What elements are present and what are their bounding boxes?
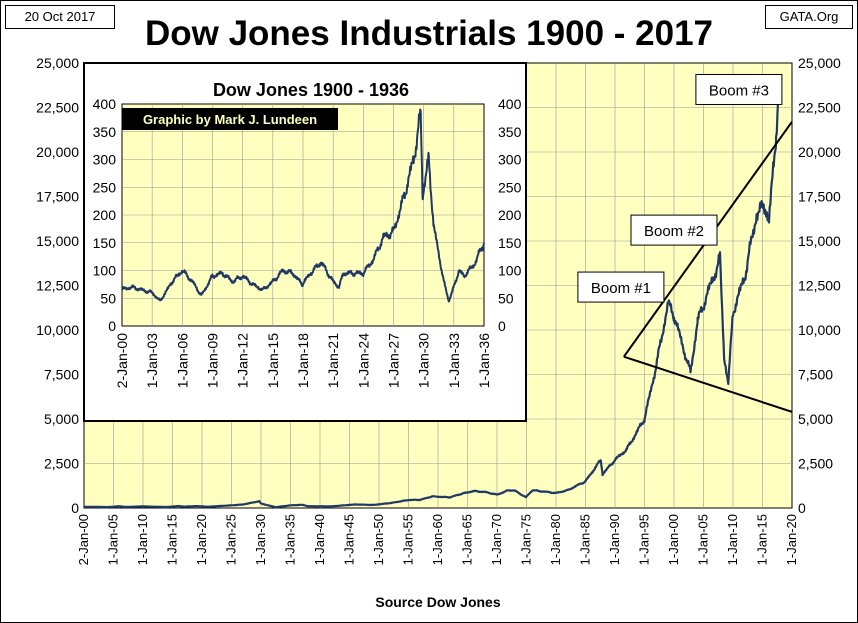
main-x-tick: 1-Jan-55	[401, 514, 416, 565]
inset-credit-text: Graphic by Mark J. Lundeen	[143, 112, 317, 127]
main-x-tick: 1-Jan-95	[637, 514, 652, 565]
main-x-tick: 1-Jan-75	[519, 514, 534, 565]
date-label: 20 Oct 2017	[5, 5, 115, 29]
main-x-tick: 2-Jan-00	[76, 514, 91, 565]
main-y-tick-left: 22,500	[36, 100, 79, 116]
inset-y-tick-right: 400	[498, 96, 522, 112]
main-y-tick-right: 2,500	[798, 456, 833, 472]
chart-title: Dow Jones Industrials 1900 - 2017	[144, 14, 713, 53]
main-x-tick: 1-Jan-15	[165, 514, 180, 565]
main-x-tick: 1-Jan-10	[135, 514, 150, 565]
inset-y-tick-left: 50	[100, 290, 116, 306]
inset-y-tick-left: 200	[93, 207, 117, 223]
main-x-tick: 1-Jan-20	[784, 514, 799, 565]
main-y-tick-left: 20,000	[36, 144, 79, 160]
inset-y-tick-right: 250	[498, 179, 522, 195]
main-x-tick: 1-Jan-00	[666, 514, 681, 565]
annotation-label: Boom #2	[644, 223, 704, 240]
inset-x-tick: 1-Jan-33	[446, 333, 462, 388]
main-x-tick: 1-Jan-20	[194, 514, 209, 565]
main-y-tick-left: 0	[71, 500, 79, 516]
main-x-tick: 1-Jan-05	[696, 514, 711, 565]
inset-x-tick: 1-Jan-21	[325, 333, 341, 388]
inset-y-tick-right: 200	[498, 207, 522, 223]
main-y-tick-left: 5,000	[44, 411, 79, 427]
inset-x-tick: 1-Jan-12	[235, 333, 251, 388]
inset-x-tick: 1-Jan-06	[174, 333, 190, 388]
inset-title: Dow Jones 1900 - 1936	[213, 80, 409, 100]
inset-x-tick: 1-Jan-36	[476, 333, 492, 388]
annotation-label: Boom #3	[709, 82, 769, 99]
main-y-tick-left: 12,500	[36, 278, 79, 294]
inset-y-tick-right: 300	[498, 152, 522, 168]
main-x-tick: 1-Jan-85	[578, 514, 593, 565]
main-x-tick: 1-Jan-15	[755, 514, 770, 565]
main-y-tick-right: 12,500	[798, 278, 841, 294]
main-y-tick-right: 10,000	[798, 322, 841, 338]
main-x-tick: 1-Jan-10	[725, 514, 740, 565]
inset-y-tick-right: 50	[498, 290, 514, 306]
main-x-tick: 1-Jan-80	[548, 514, 563, 565]
source-label: GATA.Org	[765, 5, 853, 29]
main-x-tick: 1-Jan-35	[283, 514, 298, 565]
main-y-tick-left: 2,500	[44, 456, 79, 472]
main-x-tick: 1-Jan-65	[460, 514, 475, 565]
main-x-tick: 1-Jan-05	[106, 514, 121, 565]
main-y-tick-right: 25,000	[798, 55, 841, 71]
annotation-box	[577, 271, 665, 303]
main-y-tick-left: 25,000	[36, 55, 79, 71]
inset-x-tick: 1-Jan-27	[386, 333, 402, 388]
main-x-tick: 1-Jan-90	[607, 514, 622, 565]
annotation-box	[695, 73, 783, 105]
inset-y-tick-right: 350	[498, 124, 522, 140]
inset-x-tick: 1-Jan-24	[355, 333, 371, 388]
inset-series-line	[121, 108, 485, 303]
main-x-axis-label: Source Dow Jones	[375, 594, 500, 610]
main-y-tick-right: 7,500	[798, 367, 833, 383]
main-x-tick: 1-Jan-40	[312, 514, 327, 565]
inset-y-tick-right: 150	[498, 235, 522, 251]
main-x-tick: 1-Jan-60	[430, 514, 445, 565]
inset-x-tick: 2-Jan-00	[114, 333, 130, 388]
inset-y-tick-left: 150	[93, 235, 117, 251]
inset-y-tick-left: 250	[93, 179, 117, 195]
inset-credit-banner	[122, 108, 338, 130]
inset-y-tick-left: 300	[93, 152, 117, 168]
main-series-line	[83, 89, 781, 509]
inset-x-tick: 1-Jan-18	[295, 333, 311, 388]
main-y-tick-right: 20,000	[798, 144, 841, 160]
main-y-tick-right: 15,000	[798, 233, 841, 249]
inset-x-tick: 1-Jan-03	[144, 333, 160, 388]
inset-y-tick-left: 350	[93, 124, 117, 140]
inset-y-tick-left: 400	[93, 96, 117, 112]
main-y-tick-left: 15,000	[36, 233, 79, 249]
main-y-tick-right: 22,500	[798, 100, 841, 116]
main-y-tick-left: 7,500	[44, 367, 79, 383]
main-x-tick: 1-Jan-50	[371, 514, 386, 565]
inset-y-tick-left: 0	[108, 318, 116, 334]
annotation-box	[630, 214, 718, 246]
main-x-tick: 1-Jan-30	[253, 514, 268, 565]
main-x-tick: 1-Jan-25	[224, 514, 239, 565]
main-y-tick-right: 17,500	[798, 189, 841, 205]
inset-y-tick-left: 100	[93, 263, 117, 279]
main-y-tick-right: 0	[798, 500, 806, 516]
main-x-tick: 1-Jan-70	[489, 514, 504, 565]
inset-x-tick: 1-Jan-15	[265, 333, 281, 388]
main-y-tick-left: 10,000	[36, 322, 79, 338]
inset-y-tick-right: 0	[498, 318, 506, 334]
main-y-tick-left: 17,500	[36, 189, 79, 205]
annotation-label: Boom #1	[591, 280, 651, 297]
main-y-tick-right: 5,000	[798, 411, 833, 427]
inset-x-tick: 1-Jan-30	[416, 333, 432, 388]
trend-line	[623, 355, 793, 413]
main-x-tick: 1-Jan-45	[342, 514, 357, 565]
inset-y-tick-right: 100	[498, 263, 522, 279]
inset-x-tick: 1-Jan-09	[205, 333, 221, 388]
